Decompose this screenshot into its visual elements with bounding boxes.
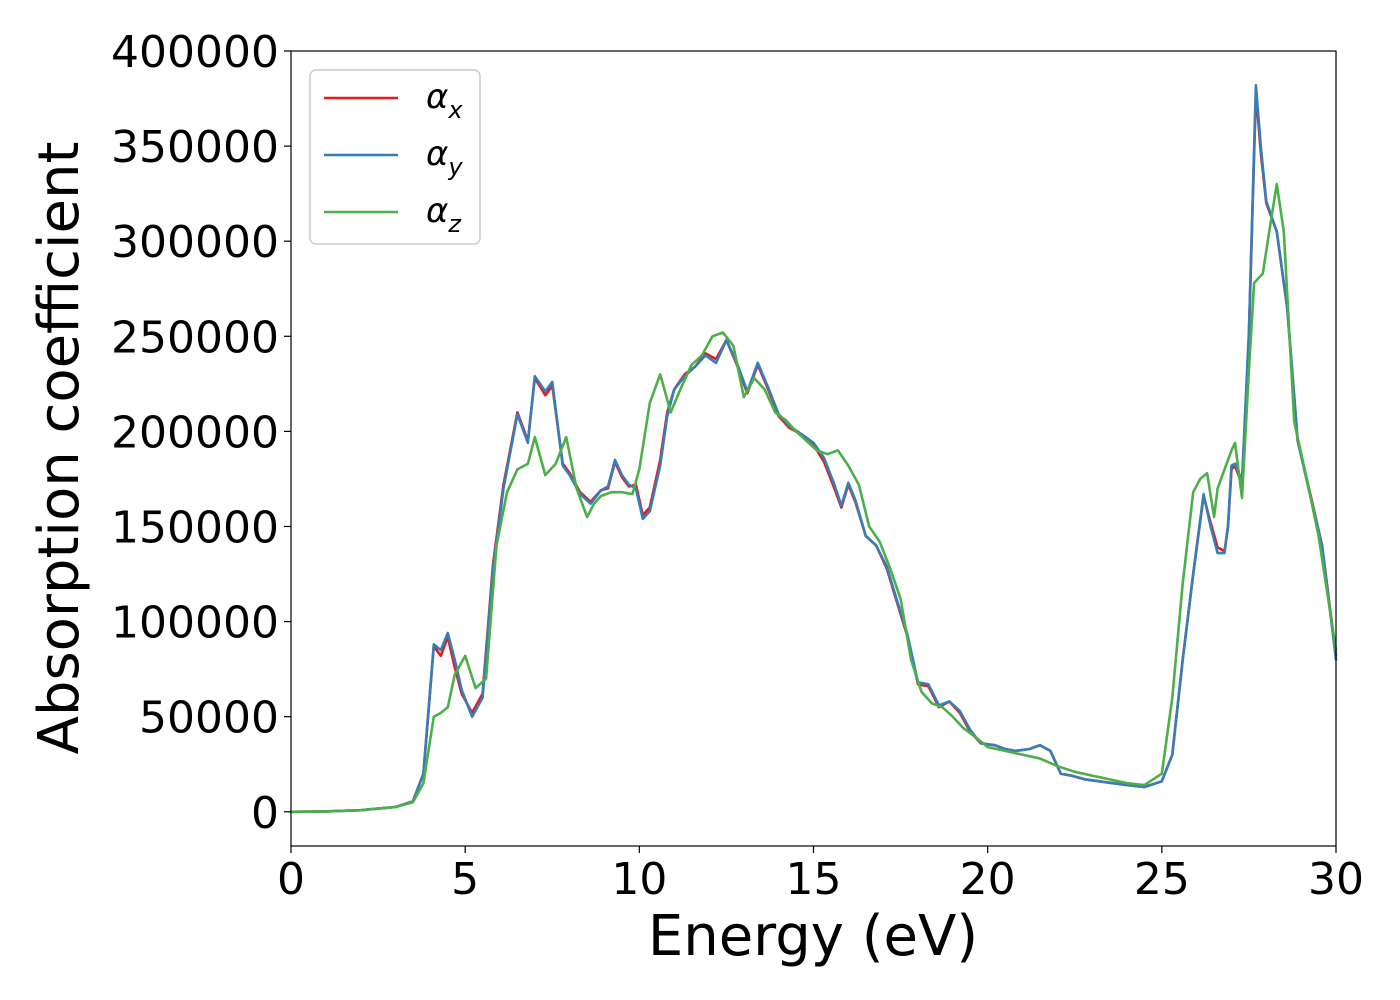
series-layer xyxy=(289,83,1338,814)
y-tick-label: 250000 xyxy=(111,312,279,363)
y-tick-label: 400000 xyxy=(111,27,279,78)
y-tick-label: 300000 xyxy=(111,217,279,268)
y-tick-label: 50000 xyxy=(139,693,279,744)
x-tick-label: 5 xyxy=(451,854,479,905)
legend-label-alpha-x: αx xyxy=(426,77,463,124)
x-tick-label: 10 xyxy=(611,854,667,905)
legend: αx αy αz xyxy=(309,69,481,245)
y-tick-label: 100000 xyxy=(111,598,279,649)
legend-entries: αx αy αz xyxy=(324,77,463,238)
x-axis-ticks: 0 5 10 15 20 25 30 xyxy=(277,846,1364,905)
x-tick-label: 30 xyxy=(1308,854,1364,905)
x-tick-label: 15 xyxy=(786,854,842,905)
legend-label-alpha-z: αz xyxy=(426,191,462,238)
y-tick-label: 350000 xyxy=(111,122,279,173)
series-line-alpha-y xyxy=(289,83,1338,814)
y-axis-title: Absorption coefficient xyxy=(27,142,92,755)
x-tick-label: 20 xyxy=(960,854,1016,905)
x-axis-title: Energy (eV) xyxy=(648,904,978,969)
y-tick-label: 0 xyxy=(251,788,279,839)
y-tick-label: 200000 xyxy=(111,407,279,458)
series-line-alpha-z xyxy=(289,182,1338,814)
y-axis-ticks: 0 50000 100000 150000 200000 250000 300000 3500… xyxy=(111,27,291,839)
legend-box xyxy=(309,69,481,245)
y-tick-label: 150000 xyxy=(111,502,279,553)
x-tick-label: 25 xyxy=(1134,854,1190,905)
x-tick-label: 0 xyxy=(277,854,305,905)
legend-label-alpha-y: αy xyxy=(426,134,463,181)
